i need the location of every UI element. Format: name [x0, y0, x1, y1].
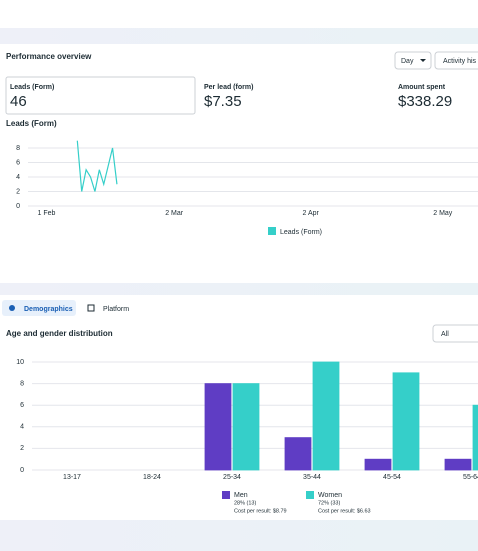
bar	[284, 437, 312, 471]
x-tick-label: 45-54	[383, 474, 401, 481]
metric-label: Leads (Form)	[10, 84, 54, 91]
activity-button[interactable]	[434, 51, 478, 70]
x-tick-label: 2 May	[433, 210, 453, 217]
y-tick-label: 6	[20, 402, 24, 409]
metric-value: $7.35	[204, 93, 242, 110]
y-tick-label: 0	[16, 203, 20, 210]
y-tick-label: 2	[16, 188, 20, 195]
period-label: Day	[401, 58, 414, 65]
tab-label[interactable]: Platform	[103, 306, 129, 313]
bar	[232, 383, 260, 471]
bar	[444, 458, 472, 471]
tab-icon	[87, 304, 95, 312]
tab-icon	[9, 305, 15, 311]
x-tick-label: 55-64	[463, 474, 478, 481]
y-tick-label: 0	[20, 467, 24, 474]
y-tick-label: 10	[16, 359, 24, 366]
metric-label: Amount spent	[398, 84, 446, 91]
x-tick-label: 1 Feb	[38, 210, 56, 217]
y-tick-label: 8	[16, 145, 20, 152]
section-title: Performance overview	[6, 52, 92, 61]
period-dropdown[interactable]	[394, 51, 432, 70]
tab-active[interactable]	[2, 300, 76, 316]
activity-label: Activity his	[443, 58, 477, 65]
legend-label: Men	[234, 492, 248, 499]
x-tick-label: 35-44	[303, 474, 321, 481]
bar	[472, 404, 478, 471]
filter-dropdown[interactable]	[432, 324, 478, 343]
legend-label: Women	[318, 492, 342, 499]
legend-share: 72% (33)	[318, 500, 340, 506]
legend-cost: Cost per result: $6.63	[318, 508, 371, 514]
tab-label: Demographics	[24, 306, 73, 313]
x-tick-label: 2 Apr	[303, 210, 320, 217]
dropdown-arrow	[420, 59, 426, 62]
x-tick-label: 2 Mar	[165, 210, 184, 217]
legend-share: 28% (13)	[234, 500, 256, 506]
x-tick-label: 13-17	[63, 474, 81, 481]
bar	[312, 361, 340, 471]
x-tick-label: 18-24	[143, 474, 161, 481]
legend-cost: Cost per result: $8.79	[234, 508, 287, 514]
bar	[392, 372, 420, 471]
y-tick-label: 6	[16, 159, 20, 166]
metric-card[interactable]	[5, 76, 196, 115]
metric-label: Per lead (form)	[204, 84, 253, 91]
chart-title: Age and gender distribution	[6, 329, 113, 338]
legend-label: Leads (Form)	[280, 229, 322, 236]
metric-value: $338.29	[398, 93, 452, 110]
legend-swatch	[306, 491, 314, 499]
y-tick-label: 4	[20, 424, 24, 431]
y-tick-label: 2	[20, 445, 24, 452]
bar	[364, 458, 392, 471]
legend-swatch	[268, 227, 276, 235]
legend-swatch	[222, 491, 230, 499]
bar	[204, 383, 232, 471]
chart-title: Leads (Form)	[6, 119, 57, 128]
y-tick-label: 8	[20, 380, 24, 387]
x-tick-label: 25-34	[223, 474, 241, 481]
filter-label: All	[441, 331, 449, 338]
line	[76, 140, 118, 192]
y-tick-label: 4	[16, 174, 20, 181]
metric-value: 46	[10, 93, 27, 110]
top-strip	[0, 0, 478, 28]
